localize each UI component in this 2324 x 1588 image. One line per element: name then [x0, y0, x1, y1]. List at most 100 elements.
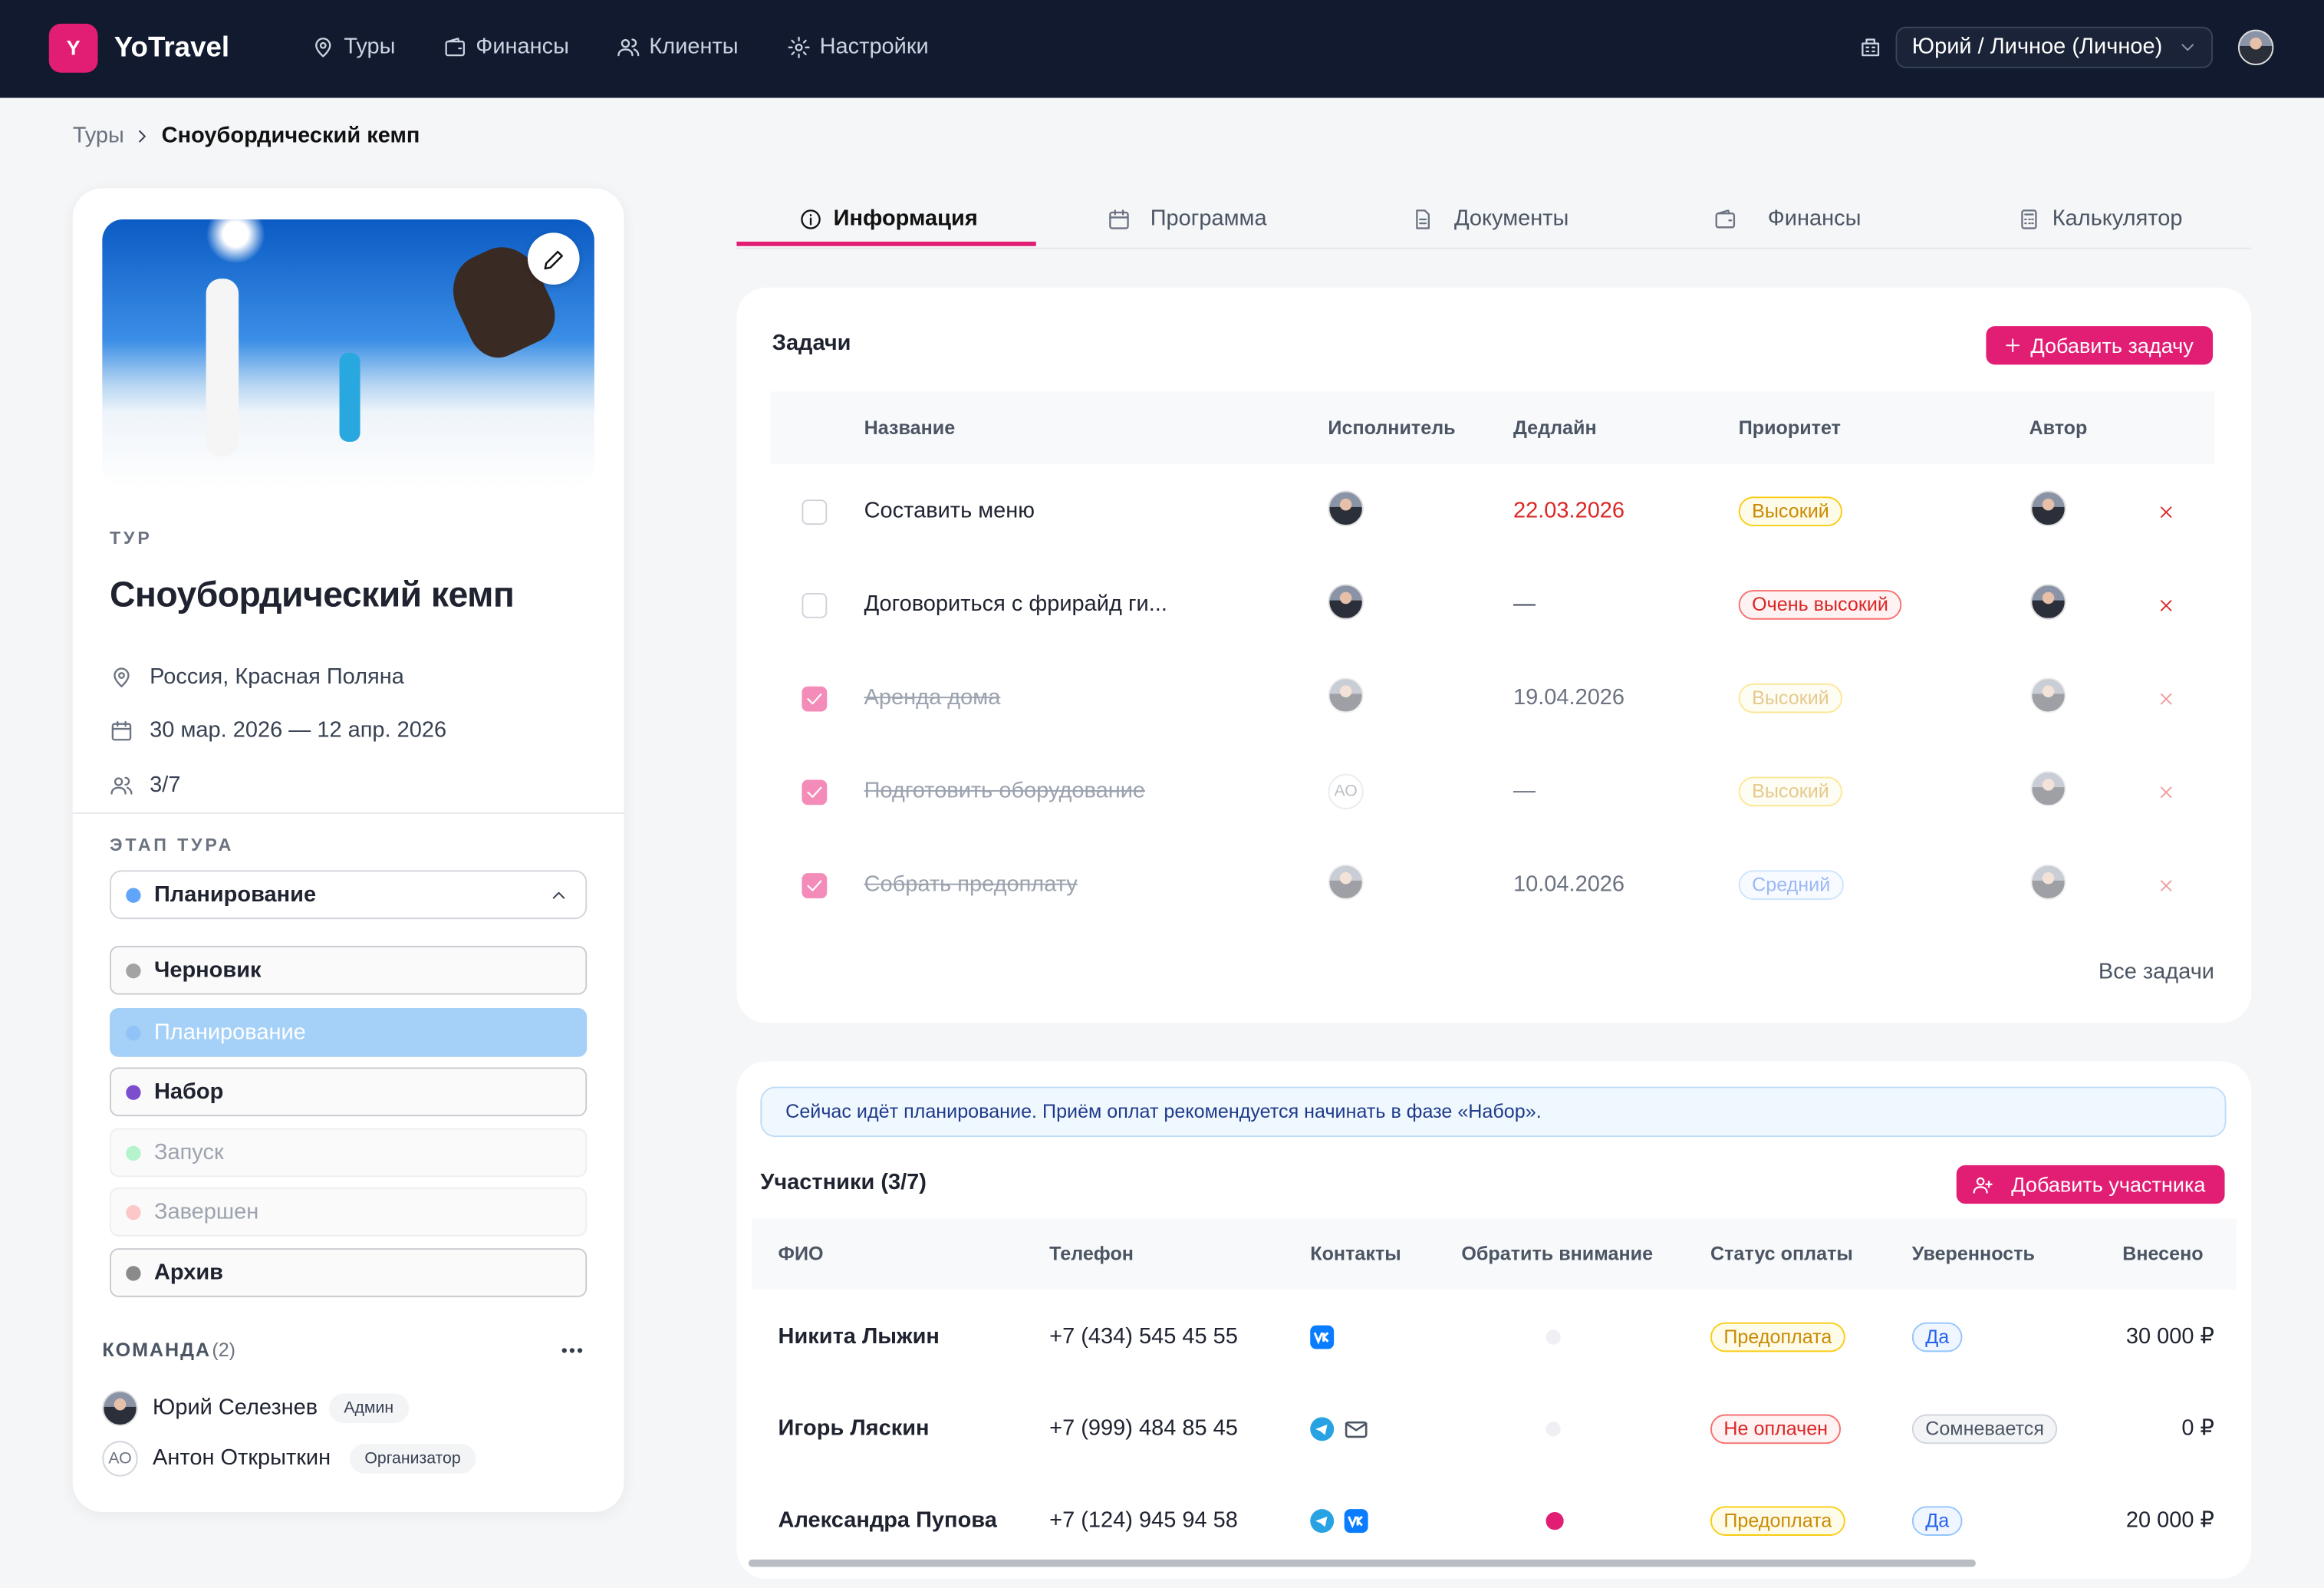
- tour-dates: 30 мар. 2026 — 12 апр. 2026: [150, 717, 447, 743]
- tab-underline: [736, 241, 1036, 246]
- attention-dot: [1545, 1512, 1564, 1530]
- column-head: ФИО: [778, 1242, 824, 1265]
- plus: [2003, 335, 2023, 356]
- section-label: ТУР: [109, 527, 153, 549]
- add-participant[interactable]: [1956, 1165, 2225, 1204]
- participant-name: Никита Лыжин: [778, 1323, 940, 1349]
- tg-icon[interactable]: [1310, 1417, 1335, 1441]
- dot: [126, 1085, 141, 1100]
- stage-option[interactable]: [109, 1128, 588, 1178]
- task-name: Договориться с фрирайд ги...: [864, 591, 1167, 617]
- tab[interactable]: Калькулятор: [2052, 206, 2183, 232]
- avatar: [2030, 864, 2066, 900]
- dot: [126, 964, 141, 979]
- column-head: Исполнитель: [1328, 417, 1456, 439]
- checkbox[interactable]: [802, 686, 828, 712]
- chevron: [2178, 37, 2198, 58]
- more: [559, 1337, 586, 1364]
- info-icon: [110, 719, 133, 743]
- team-count: (2): [212, 1338, 236, 1361]
- section-label: КОМАНДА: [102, 1338, 212, 1361]
- breadcrumb[interactable]: Туры: [72, 123, 124, 149]
- badge: Высокий: [1738, 683, 1843, 713]
- delete: [2157, 875, 2176, 894]
- tour-image: [102, 219, 594, 488]
- tab-icon: [799, 208, 823, 232]
- menu-item[interactable]: Финансы: [476, 34, 570, 60]
- participants-card: [736, 1061, 2252, 1580]
- column-head: Автор: [2029, 417, 2088, 439]
- delete: [2157, 782, 2176, 801]
- tour-capacity: 3/7: [150, 772, 181, 798]
- menu-icon: [787, 35, 811, 59]
- paid: 30 000 ₽: [2125, 1323, 2215, 1349]
- checkbox[interactable]: [802, 779, 828, 806]
- avatar: [2237, 29, 2274, 66]
- brand: YoTravel: [114, 32, 230, 64]
- task-name: Собрать предоплату: [864, 871, 1078, 898]
- checkbox[interactable]: [802, 873, 828, 899]
- tab[interactable]: Документы: [1453, 206, 1569, 232]
- dot: [126, 888, 141, 903]
- avatar: [2030, 677, 2066, 713]
- stage-option[interactable]: [109, 945, 588, 995]
- account: Юрий / Личное (Личное): [1911, 34, 2163, 60]
- badge: Да: [1911, 1506, 1963, 1536]
- dot: [126, 1205, 141, 1221]
- tab[interactable]: Информация: [833, 206, 978, 232]
- scrollbar[interactable]: [748, 1559, 1976, 1567]
- delete: [2157, 595, 2176, 614]
- avatar: [2030, 584, 2066, 620]
- stage-option[interactable]: [109, 1248, 588, 1297]
- button-label: Добавить участника: [2011, 1172, 2206, 1197]
- stage-name: Запуск: [153, 1140, 224, 1165]
- tg-icon[interactable]: [1310, 1509, 1335, 1534]
- rider: [206, 278, 239, 457]
- role-badge: Админ: [328, 1393, 409, 1424]
- menu-item[interactable]: Настройки: [819, 34, 929, 60]
- tab[interactable]: Финансы: [1767, 206, 1862, 232]
- logo-letter: Y: [66, 35, 81, 60]
- column-head: Приоритет: [1738, 417, 1841, 439]
- account-select[interactable]: [1895, 26, 2214, 68]
- badge: Да: [1911, 1322, 1963, 1352]
- menu-item[interactable]: Туры: [344, 34, 396, 60]
- task-name: Аренда дома: [864, 684, 1001, 710]
- deadline: —: [1513, 778, 1536, 804]
- tab-icon: [2016, 208, 2040, 232]
- menu-icon: [443, 35, 467, 59]
- user-plus: [1971, 1173, 1993, 1195]
- menu-item[interactable]: Клиенты: [649, 34, 739, 60]
- column-head: Уверенность: [1911, 1242, 2035, 1265]
- menu-icon: [311, 35, 335, 59]
- avatar: [102, 1390, 138, 1426]
- button-label: Добавить задачу: [2030, 333, 2194, 357]
- stage-option[interactable]: [109, 1008, 588, 1057]
- column-head: Контакты: [1310, 1242, 1401, 1265]
- org-icon: [1858, 35, 1882, 59]
- dot: [126, 1266, 141, 1281]
- column-head: Дедлайн: [1513, 417, 1597, 439]
- badge: Высокий: [1738, 776, 1843, 807]
- tab[interactable]: Программа: [1150, 206, 1267, 232]
- tab-rule: [736, 247, 2252, 249]
- vk-icon[interactable]: [1344, 1509, 1368, 1534]
- dot: [126, 1145, 141, 1161]
- add-task[interactable]: [1986, 326, 2214, 365]
- stage-option[interactable]: [109, 1067, 588, 1117]
- phone: +7 (124) 945 94 58: [1049, 1507, 1238, 1534]
- checkbox[interactable]: [802, 499, 828, 525]
- stage-option[interactable]: [109, 1187, 588, 1237]
- participant-name: Игорь Ляскин: [778, 1415, 930, 1441]
- checkbox[interactable]: [802, 592, 828, 618]
- info-icon: [110, 774, 133, 798]
- vk-icon[interactable]: [1310, 1325, 1335, 1349]
- edit-button[interactable]: [527, 232, 580, 285]
- attention-dot: [1545, 1422, 1561, 1437]
- all-tasks[interactable]: Все задачи: [2098, 959, 2215, 985]
- stage-select[interactable]: [109, 870, 588, 920]
- task-name: Подготовить оборудование: [864, 778, 1146, 804]
- column-head: Внесено: [2122, 1242, 2204, 1265]
- rider: [339, 352, 360, 442]
